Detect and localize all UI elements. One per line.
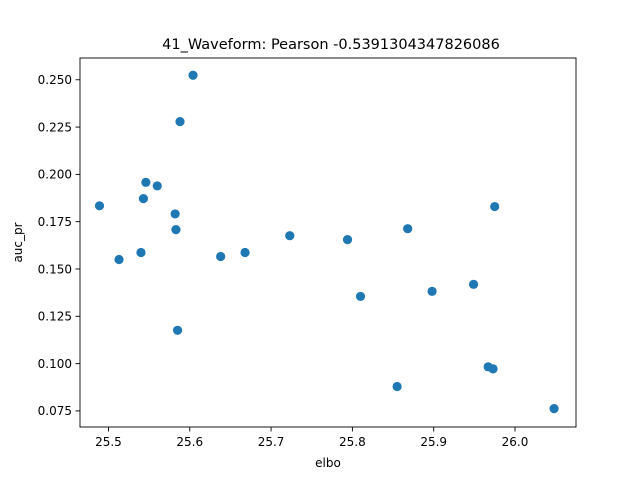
data-point [170,209,180,219]
data-point [549,404,559,414]
data-point [216,251,226,262]
data-point [138,194,149,204]
y-tick-label: 0.150 [38,262,72,276]
data-point [490,201,500,212]
data-point [152,181,162,191]
y-tick-label: 0.250 [38,73,72,87]
data-point [136,247,146,258]
y-axis: 0.075 0.100 0.125 0.150 0.175 0.200 0.225 0.250 [38,73,80,418]
y-tick-label: 0.225 [38,120,72,134]
y-tick-label: 0.100 [38,357,72,371]
data-point [355,291,366,302]
data-point [427,286,437,296]
data-point [171,225,181,235]
data-point [392,381,402,392]
plot-area [94,70,559,414]
chart-title: 41_Waveform: Pearson -0.5391304347826086 [162,37,500,53]
x-tick-label: 25.8 [339,435,366,449]
data-point [403,224,413,234]
x-axis: 25.5 25.6 25.7 25.8 25.9 26.0 [95,427,528,449]
y-tick-label: 0.125 [38,310,72,324]
y-tick-label: 0.175 [38,215,72,229]
x-tick-label: 26.0 [502,435,529,449]
y-axis-label: auc_pr [11,222,25,262]
y-tick-label: 0.200 [38,168,72,182]
x-axis-label: elbo [315,456,341,470]
data-point [488,364,498,374]
data-point [188,70,198,80]
x-tick-label: 25.5 [95,435,122,449]
data-point [468,279,479,289]
data-point [94,201,105,211]
x-tick-label: 25.6 [176,435,203,449]
x-tick-label: 25.7 [258,435,285,449]
data-point [141,177,151,187]
data-point [172,325,183,335]
data-point [114,254,124,265]
data-point [240,247,250,258]
y-tick-label: 0.075 [38,404,72,418]
x-tick-label: 25.9 [420,435,447,449]
axes-frame [79,57,577,428]
data-point [285,231,295,241]
data-point [342,235,353,245]
data-point [175,116,185,127]
